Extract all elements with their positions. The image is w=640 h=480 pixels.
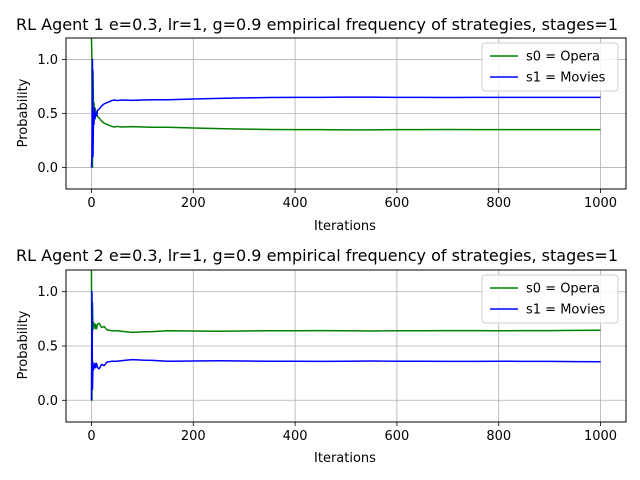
x-tick-label: 800 bbox=[486, 429, 511, 444]
series-lines bbox=[90, 38, 601, 169]
x-tick-label: 0 bbox=[87, 429, 95, 444]
legend-label: s0 = Opera bbox=[526, 282, 600, 297]
x-axis-label: Iterations bbox=[314, 219, 376, 234]
x-tick-label: 400 bbox=[283, 196, 308, 211]
legend: s0 = Opera s1 = Movies bbox=[481, 42, 619, 92]
x-tick-label: 1000 bbox=[584, 429, 617, 444]
chart-title: RL Agent 2 e=0.3, lr=1, g=0.9 empirical … bbox=[16, 246, 618, 265]
y-tick-label: 0.0 bbox=[37, 161, 58, 176]
legend-box bbox=[481, 274, 619, 324]
subplot-2: RL Agent 2 e=0.3, lr=1, g=0.9 empirical … bbox=[16, 246, 627, 466]
legend: s0 = Opera s1 = Movies bbox=[481, 274, 619, 324]
x-tick-label: 1000 bbox=[584, 196, 617, 211]
x-tick-label: 400 bbox=[283, 429, 308, 444]
x-tick-label: 800 bbox=[486, 196, 511, 211]
x-axis-label: Iterations bbox=[314, 451, 376, 466]
x-tick-label: 200 bbox=[181, 429, 206, 444]
series-line-movies bbox=[90, 58, 601, 168]
y-tick-label: 0.5 bbox=[37, 107, 58, 122]
chart-title: RL Agent 1 e=0.3, lr=1, g=0.9 empirical … bbox=[16, 15, 618, 34]
series-line-movies bbox=[90, 290, 601, 401]
x-tick-label: 200 bbox=[181, 196, 206, 211]
x-tick-label: 0 bbox=[87, 196, 95, 211]
x-tick-label: 600 bbox=[384, 196, 409, 211]
x-tick-label: 600 bbox=[384, 429, 409, 444]
y-tick-label: 0.0 bbox=[37, 394, 58, 409]
axis-ticks: 0 200 400 600 800 1000 0.0 0.5 1.0 bbox=[37, 53, 617, 211]
y-axis-label: Probability bbox=[16, 78, 31, 147]
series-line-opera bbox=[90, 270, 601, 402]
y-tick-label: 0.5 bbox=[37, 340, 58, 355]
legend-box bbox=[481, 42, 619, 92]
y-tick-label: 1.0 bbox=[37, 285, 58, 300]
series-lines bbox=[90, 270, 601, 402]
legend-label: s0 = Opera bbox=[526, 50, 600, 65]
legend-label: s1 = Movies bbox=[526, 303, 606, 318]
subplot-1: RL Agent 1 e=0.3, lr=1, g=0.9 empirical … bbox=[16, 15, 627, 234]
legend-label: s1 = Movies bbox=[526, 71, 606, 86]
y-tick-label: 1.0 bbox=[37, 53, 58, 68]
y-axis-label: Probability bbox=[16, 310, 31, 379]
axis-ticks: 0 200 400 600 800 1000 0.0 0.5 1.0 bbox=[37, 285, 617, 444]
